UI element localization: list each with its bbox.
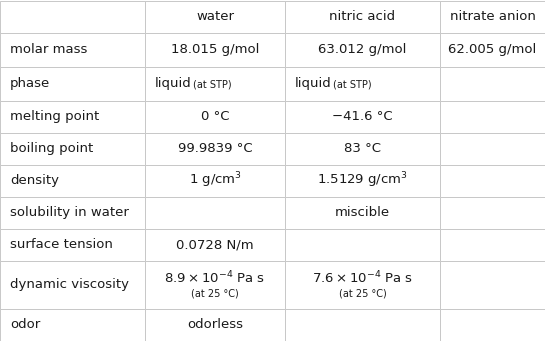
Bar	[0, 309, 145, 341]
Bar	[285, 228, 440, 261]
Bar	[0, 196, 145, 228]
Bar	[440, 261, 545, 309]
Text: (at STP): (at STP)	[333, 79, 372, 89]
Text: molar mass: molar mass	[10, 43, 87, 56]
Bar	[145, 164, 285, 196]
Bar	[440, 309, 545, 341]
Bar	[440, 32, 545, 66]
Text: (at 25 °C): (at 25 °C)	[338, 288, 386, 298]
Text: (at STP): (at STP)	[193, 79, 232, 89]
Bar	[285, 164, 440, 196]
Text: 0.0728 N/m: 0.0728 N/m	[176, 238, 254, 251]
Bar	[0, 66, 145, 101]
Bar	[145, 66, 285, 101]
Text: nitrate anion: nitrate anion	[450, 10, 535, 23]
Text: 99.9839 °C: 99.9839 °C	[178, 142, 252, 155]
Text: liquid: liquid	[295, 77, 332, 90]
Bar	[0, 133, 145, 164]
Bar	[440, 228, 545, 261]
Bar	[145, 228, 285, 261]
Text: $8.9\times10^{-4}$ Pa s: $8.9\times10^{-4}$ Pa s	[165, 269, 265, 286]
Text: 1.5129 g/cm$^3$: 1.5129 g/cm$^3$	[317, 171, 408, 190]
Text: 1 g/cm$^3$: 1 g/cm$^3$	[189, 171, 241, 190]
Text: boiling point: boiling point	[10, 142, 93, 155]
Bar	[145, 32, 285, 66]
Text: (at 25 °C): (at 25 °C)	[191, 288, 239, 298]
Text: density: density	[10, 174, 59, 187]
Text: −41.6 °C: −41.6 °C	[332, 110, 393, 123]
Bar	[440, 101, 545, 133]
Bar	[0, 164, 145, 196]
Bar	[0, 228, 145, 261]
Text: liquid: liquid	[155, 77, 192, 90]
Bar	[145, 261, 285, 309]
Bar	[285, 0, 440, 32]
Bar	[0, 261, 145, 309]
Bar	[440, 0, 545, 32]
Text: melting point: melting point	[10, 110, 99, 123]
Text: water: water	[196, 10, 234, 23]
Bar	[285, 66, 440, 101]
Bar	[285, 309, 440, 341]
Bar	[0, 32, 145, 66]
Bar	[145, 196, 285, 228]
Text: 62.005 g/mol: 62.005 g/mol	[449, 43, 537, 56]
Text: dynamic viscosity: dynamic viscosity	[10, 278, 129, 291]
Bar	[0, 0, 145, 32]
Bar	[285, 32, 440, 66]
Bar	[285, 101, 440, 133]
Text: odor: odor	[10, 318, 40, 331]
Bar	[285, 133, 440, 164]
Bar	[145, 101, 285, 133]
Bar	[145, 0, 285, 32]
Text: nitric acid: nitric acid	[329, 10, 396, 23]
Bar	[440, 196, 545, 228]
Text: 63.012 g/mol: 63.012 g/mol	[318, 43, 407, 56]
Bar	[145, 133, 285, 164]
Text: $7.6\times10^{-4}$ Pa s: $7.6\times10^{-4}$ Pa s	[312, 269, 413, 286]
Bar	[440, 66, 545, 101]
Bar	[145, 309, 285, 341]
Bar	[440, 133, 545, 164]
Text: 0 °C: 0 °C	[201, 110, 229, 123]
Text: solubility in water: solubility in water	[10, 206, 129, 219]
Text: phase: phase	[10, 77, 50, 90]
Bar	[0, 101, 145, 133]
Text: 18.015 g/mol: 18.015 g/mol	[171, 43, 259, 56]
Text: surface tension: surface tension	[10, 238, 113, 251]
Text: odorless: odorless	[187, 318, 243, 331]
Bar	[440, 164, 545, 196]
Text: 83 °C: 83 °C	[344, 142, 381, 155]
Bar	[285, 196, 440, 228]
Text: miscible: miscible	[335, 206, 390, 219]
Bar	[285, 261, 440, 309]
